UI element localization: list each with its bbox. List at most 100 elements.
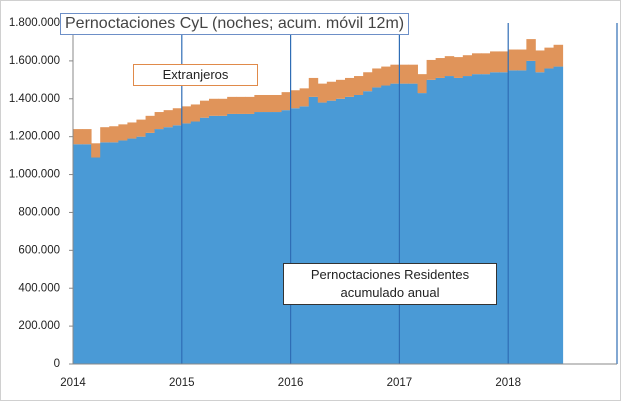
bar-segment — [190, 121, 201, 364]
bar-segment — [444, 76, 455, 365]
bar-segment — [190, 104, 201, 122]
bar-segment — [181, 106, 192, 124]
bar-segment — [381, 66, 391, 86]
series-label: Pernoctaciones Residentes acumulado anua… — [283, 263, 497, 305]
bar-segment — [263, 94, 273, 113]
bar-segment — [290, 90, 301, 109]
bar-segment — [227, 113, 237, 364]
bar-segment — [227, 96, 237, 114]
bar-segment — [299, 106, 310, 364]
bar-segment — [118, 124, 128, 141]
bar-segment — [335, 98, 346, 365]
bar-segment — [408, 64, 418, 84]
bar-segment — [354, 94, 364, 364]
bar-segment — [172, 125, 183, 364]
bar-segment — [154, 112, 165, 130]
bar-segment — [236, 96, 246, 114]
bar-segment — [145, 132, 155, 364]
bar-segment — [254, 94, 264, 113]
bar-segment — [272, 112, 282, 365]
bar-segment — [417, 74, 427, 94]
x-tick-label: 2017 — [387, 377, 413, 389]
bar-segment — [490, 51, 500, 73]
y-tick-label: 800.000 — [18, 206, 60, 218]
bar-segment — [399, 64, 409, 84]
bar-segment — [363, 91, 373, 364]
bar-segment — [82, 129, 92, 145]
x-tick-label: 2014 — [60, 377, 86, 389]
bar-segment — [553, 66, 564, 365]
chart-title: Pernoctaciones CyL (noches; acum. móvil … — [60, 13, 410, 35]
bar-segment — [462, 55, 473, 77]
bar-segment — [535, 72, 545, 364]
bar-segment — [471, 53, 482, 75]
bar-segment — [145, 115, 155, 133]
bar-segment — [281, 92, 291, 111]
y-tick-label: 1.400.000 — [9, 93, 60, 105]
y-tick-label: 0 — [54, 358, 60, 370]
bar-segment — [471, 74, 482, 365]
bar-segment — [453, 77, 464, 364]
y-tick-label: 1.800.000 — [9, 17, 60, 29]
bar-segment — [390, 83, 400, 364]
bar-segment — [209, 115, 219, 364]
bar-segment — [136, 119, 146, 137]
bar-segment — [236, 113, 246, 364]
bar-segment — [354, 76, 364, 95]
bar-segment — [317, 83, 328, 103]
bar-segment — [100, 142, 110, 364]
bar-segment — [345, 96, 355, 364]
bar-segment — [199, 117, 210, 364]
bar-segment — [372, 87, 382, 365]
bar-segment — [553, 44, 564, 67]
bar-segment — [508, 70, 518, 364]
series-label: Extranjeros — [133, 64, 258, 86]
bar-segment — [435, 77, 446, 364]
bar-segment — [154, 129, 165, 364]
bar-segment — [345, 77, 355, 97]
y-tick-label: 1.000.000 — [9, 169, 60, 181]
bar-segment — [544, 47, 554, 69]
bar-segment — [544, 68, 554, 364]
bar-segment — [163, 127, 174, 364]
bar-segment — [499, 72, 509, 364]
bar-segment — [127, 122, 137, 139]
y-tick-label: 200.000 — [18, 320, 60, 332]
bar-segment — [490, 72, 500, 364]
bar-segment — [272, 94, 282, 113]
bar-segment — [127, 138, 137, 364]
bar-segment — [372, 68, 382, 88]
y-tick-label: 400.000 — [18, 282, 60, 294]
y-tick-label: 1.600.000 — [9, 55, 60, 67]
bar-segment — [526, 60, 536, 365]
bar-segment — [109, 142, 119, 364]
bar-segment — [326, 81, 337, 101]
bar-segment — [517, 70, 527, 364]
bar-segment — [517, 49, 527, 71]
bar-segment — [426, 79, 437, 364]
bar-segment — [172, 108, 183, 126]
x-tick-label: 2015 — [169, 377, 195, 389]
bar-segment — [82, 144, 92, 364]
bar-segment — [326, 100, 337, 364]
x-tick-label: 2018 — [495, 377, 521, 389]
bar-segment — [245, 113, 255, 364]
x-tick-label: 2016 — [278, 377, 304, 389]
bar-segment — [363, 72, 373, 92]
y-tick-label: 1.200.000 — [9, 131, 60, 143]
bar-segment — [254, 112, 264, 365]
bar-segment — [508, 49, 518, 71]
bar-segment — [245, 96, 255, 114]
bar-segment — [209, 98, 219, 116]
bar-segment — [381, 85, 391, 365]
bar-segment — [218, 115, 228, 364]
bar-segment — [118, 140, 128, 364]
bar-segment — [100, 127, 110, 143]
bar-segment — [263, 112, 273, 365]
bar-segment — [199, 100, 210, 118]
bar-segment — [181, 123, 192, 365]
bar-segment — [163, 110, 174, 128]
bar-segment — [462, 76, 473, 365]
bar-segment — [390, 64, 400, 84]
